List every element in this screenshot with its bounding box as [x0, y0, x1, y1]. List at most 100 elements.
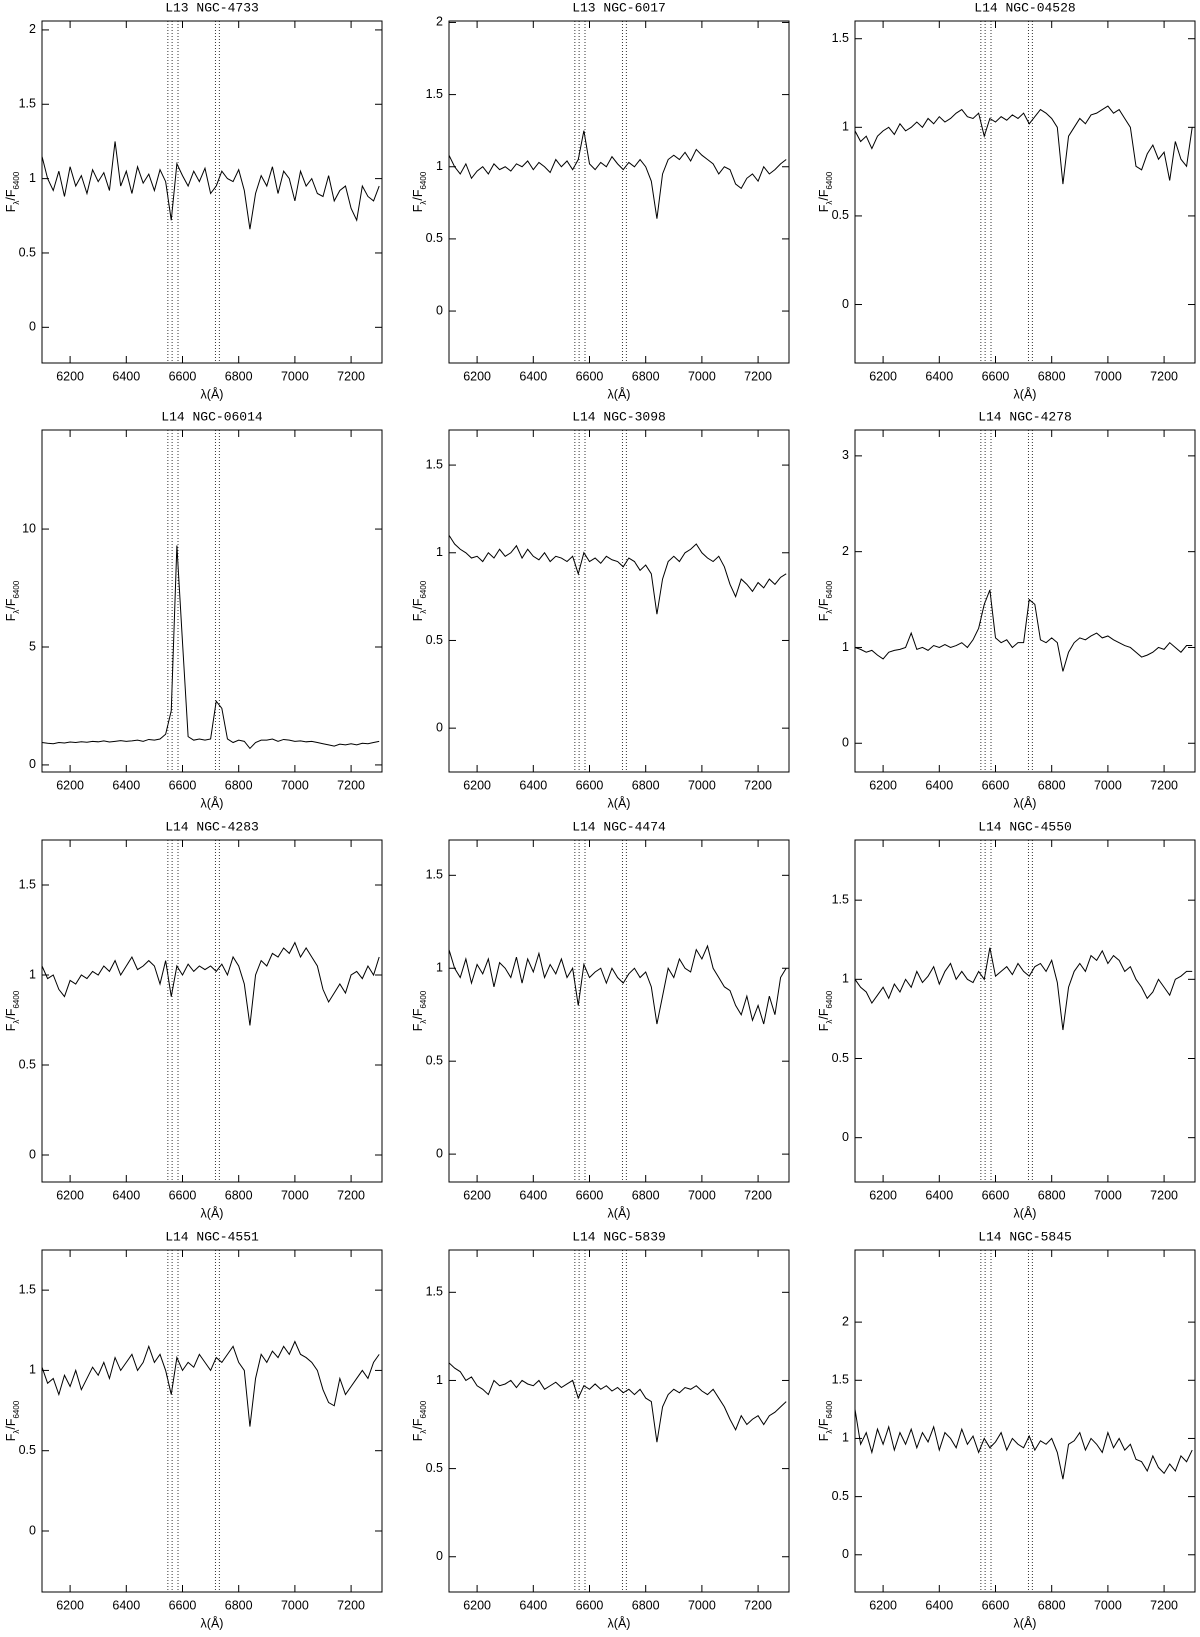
- plot-frame: [854, 839, 1196, 1183]
- y-axis-label-part: 6400: [419, 990, 428, 1008]
- x-tick-label: 7200: [1150, 369, 1178, 383]
- y-tick-label: 0.5: [832, 1489, 849, 1503]
- y-axis-label-part: 6400: [12, 171, 21, 189]
- x-tick-label: 7200: [337, 1598, 365, 1612]
- x-tick-label: 6800: [632, 1188, 660, 1202]
- y-tick-label: 1.5: [426, 1285, 443, 1299]
- y-tick-label: 2: [29, 22, 36, 36]
- spectrum-line: [42, 141, 380, 230]
- y-axis-label: Fλ/F6400: [411, 990, 427, 1031]
- panel: L14 NGC-06014 6200 6400 6600 6800 7000 7200 0 5 1…: [4, 409, 383, 810]
- spectrum-line: [449, 534, 787, 615]
- y-axis-label-part: /F: [4, 598, 18, 609]
- y-tick-label: 0: [842, 1547, 849, 1561]
- y-axis-label-part: /F: [817, 1008, 831, 1019]
- x-tick-label: 7200: [744, 369, 772, 383]
- y-tick-label: 1.5: [426, 87, 443, 101]
- y-axis-label-part: /F: [411, 598, 425, 609]
- x-tick-label: 6600: [169, 778, 197, 792]
- y-tick-label: 1: [29, 171, 36, 185]
- spectrum-line: [449, 944, 787, 1025]
- y-axis-label-part: 6400: [12, 580, 21, 598]
- plot-frame: [448, 839, 790, 1183]
- x-tick-label: 7200: [337, 369, 365, 383]
- y-axis-label-part: 6400: [419, 580, 428, 598]
- x-tick-label: 6600: [576, 369, 604, 383]
- panel-title: L14 NGC-4283: [165, 819, 259, 834]
- y-axis-label-part: F: [817, 1023, 831, 1031]
- y-axis-label-part: /F: [4, 1008, 18, 1019]
- x-axis-label: λ(Å): [1014, 795, 1037, 810]
- y-tick-label: 0: [842, 736, 849, 750]
- x-axis-label: λ(Å): [608, 795, 631, 810]
- y-tick-label: 1: [842, 1431, 849, 1445]
- y-tick-label: 1: [842, 120, 849, 134]
- x-tick-label: 7200: [337, 778, 365, 792]
- spectrum-line: [855, 589, 1193, 672]
- panel: L14 NGC-5839 6200 6400 6600 6800 7000 7200 0 0.5…: [411, 1229, 790, 1630]
- y-tick-label: 0: [436, 303, 443, 317]
- x-tick-label: 6800: [1038, 1188, 1066, 1202]
- x-tick-label: 6200: [56, 778, 84, 792]
- y-axis-label-part: F: [817, 204, 831, 212]
- y-axis-label-part: 6400: [12, 990, 21, 1008]
- x-tick-label: 7000: [688, 778, 716, 792]
- y-tick-label: 5: [29, 639, 36, 653]
- x-tick-label: 7200: [1150, 1598, 1178, 1612]
- y-axis-label-part: F: [4, 204, 18, 212]
- y-tick-label: 0.5: [19, 1057, 36, 1071]
- x-axis-label: λ(Å): [201, 1615, 224, 1630]
- y-tick-label: 1.5: [832, 892, 849, 906]
- x-tick-label: 7000: [281, 369, 309, 383]
- y-tick-label: 0: [29, 1523, 36, 1537]
- x-tick-label: 7200: [337, 1188, 365, 1202]
- x-tick-label: 6200: [463, 1598, 491, 1612]
- x-tick-label: 6200: [869, 369, 897, 383]
- panel: L14 NGC-4278 6200 6400 6600 6800 7000 7200 0 1 2 3…: [817, 409, 1196, 810]
- y-tick-label: 1.5: [19, 1282, 36, 1296]
- y-axis-label-part: λ: [825, 1020, 834, 1024]
- x-tick-label: 6400: [519, 369, 547, 383]
- y-axis-label-part: /F: [411, 1008, 425, 1019]
- y-axis-label-part: F: [4, 1023, 18, 1031]
- y-axis-label-part: F: [4, 1433, 18, 1441]
- y-axis-label: Fλ/F6400: [817, 1400, 833, 1441]
- y-axis-label: Fλ/F6400: [411, 171, 427, 212]
- y-axis-label-part: /F: [4, 189, 18, 200]
- y-axis-label-part: /F: [4, 1418, 18, 1429]
- y-tick-label: 2: [436, 15, 443, 29]
- panel-title: L14 NGC-4278: [978, 409, 1072, 424]
- x-tick-label: 7200: [744, 1598, 772, 1612]
- y-axis-label-part: λ: [12, 1430, 21, 1434]
- panel: L14 NGC-4474 6200 6400 6600 6800 7000 7200 0 0.5…: [411, 819, 790, 1220]
- x-tick-label: 7200: [744, 778, 772, 792]
- y-axis-label: Fλ/F6400: [817, 580, 833, 621]
- x-tick-label: 6400: [112, 778, 140, 792]
- x-tick-label: 6800: [225, 1188, 253, 1202]
- panel-title: L14 NGC-5839: [572, 1229, 666, 1244]
- y-axis-label-part: 6400: [825, 1400, 834, 1418]
- x-tick-label: 6600: [169, 1188, 197, 1202]
- panel-title: L14 NGC-5845: [978, 1229, 1072, 1244]
- y-tick-label: 0.5: [426, 1053, 443, 1067]
- x-tick-label: 6400: [519, 1188, 547, 1202]
- y-tick-label: 1.5: [426, 457, 443, 471]
- x-tick-label: 6200: [869, 1598, 897, 1612]
- x-tick-label: 7000: [1094, 1598, 1122, 1612]
- y-tick-label: 0.5: [832, 1051, 849, 1065]
- y-axis-label-part: λ: [825, 201, 834, 205]
- spectrum-line: [855, 947, 1193, 1031]
- x-tick-label: 6600: [576, 778, 604, 792]
- y-axis-label-part: λ: [12, 201, 21, 205]
- y-axis-label-part: /F: [817, 598, 831, 609]
- panel-title: L13 NGC-6017: [572, 0, 666, 15]
- plot-frame: [448, 20, 790, 364]
- y-tick-label: 0.5: [832, 208, 849, 222]
- y-tick-label: 0.5: [426, 231, 443, 245]
- x-axis-label: λ(Å): [201, 795, 224, 810]
- y-axis-label: Fλ/F6400: [411, 1400, 427, 1441]
- y-tick-label: 0: [842, 1130, 849, 1144]
- y-tick-label: 10: [22, 521, 36, 535]
- x-tick-label: 6400: [519, 1598, 547, 1612]
- x-tick-label: 6600: [982, 778, 1010, 792]
